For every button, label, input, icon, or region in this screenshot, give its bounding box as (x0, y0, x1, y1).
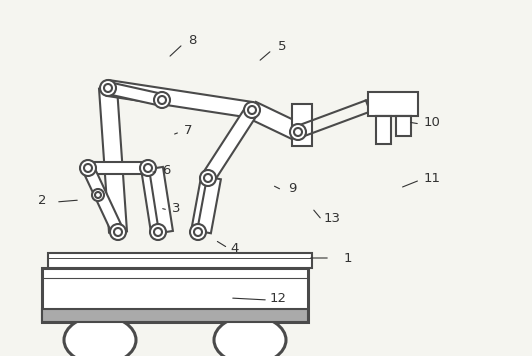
Circle shape (294, 128, 302, 136)
Circle shape (95, 192, 101, 198)
Text: 11: 11 (423, 172, 440, 184)
Text: 1: 1 (344, 251, 352, 265)
Text: 4: 4 (231, 241, 239, 255)
Bar (42, 309, 308, 322)
Circle shape (244, 102, 260, 118)
Bar (376, 116, 391, 144)
Circle shape (100, 80, 116, 96)
Text: 13: 13 (323, 211, 340, 225)
Circle shape (154, 92, 170, 108)
Circle shape (110, 224, 126, 240)
Polygon shape (248, 102, 302, 140)
Bar (368, 92, 418, 116)
Circle shape (84, 164, 92, 172)
Polygon shape (88, 162, 148, 174)
Circle shape (200, 170, 216, 186)
Circle shape (190, 224, 206, 240)
Polygon shape (99, 87, 127, 232)
Polygon shape (107, 80, 253, 118)
Bar (48, 253, 312, 268)
Ellipse shape (64, 316, 136, 356)
Circle shape (114, 228, 122, 236)
Polygon shape (149, 167, 173, 233)
Text: 6: 6 (162, 163, 170, 177)
Polygon shape (107, 82, 163, 106)
Circle shape (104, 84, 112, 92)
Circle shape (194, 228, 202, 236)
Circle shape (290, 124, 306, 140)
Circle shape (248, 106, 256, 114)
Text: 10: 10 (423, 115, 440, 129)
Bar (396, 116, 411, 136)
Circle shape (92, 189, 104, 201)
Ellipse shape (214, 316, 286, 356)
Polygon shape (141, 167, 165, 233)
Bar (42, 268, 308, 322)
Polygon shape (197, 177, 221, 233)
Text: 5: 5 (278, 40, 286, 52)
Text: 12: 12 (270, 292, 287, 304)
Polygon shape (202, 106, 258, 182)
Text: 9: 9 (288, 182, 296, 194)
Circle shape (144, 164, 152, 172)
Circle shape (154, 228, 162, 236)
Circle shape (140, 160, 156, 176)
Circle shape (158, 96, 166, 104)
Circle shape (80, 160, 96, 176)
Text: 3: 3 (172, 201, 180, 215)
Circle shape (150, 224, 166, 240)
Text: 8: 8 (188, 33, 196, 47)
Bar (292, 104, 312, 146)
Text: 2: 2 (38, 194, 46, 206)
Text: 7: 7 (184, 124, 192, 136)
Circle shape (204, 174, 212, 182)
Polygon shape (82, 166, 123, 235)
Polygon shape (191, 177, 215, 233)
